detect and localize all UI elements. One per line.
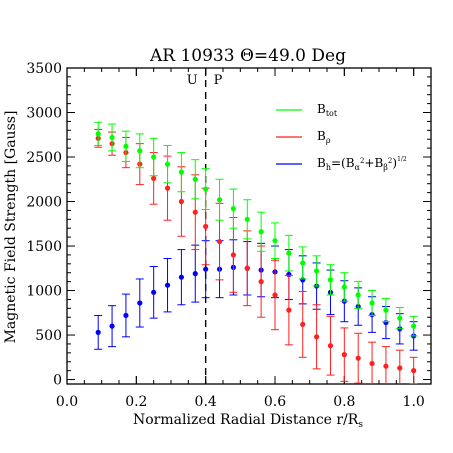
data-point-b-tot xyxy=(286,250,292,256)
x-axis-label-main: Normalized Radial Distance r/R xyxy=(133,412,359,428)
data-point-b-rho xyxy=(383,363,389,369)
data-point-b-tot xyxy=(137,148,143,154)
y-tick-label: 2500 xyxy=(26,150,62,166)
data-point-b-tot xyxy=(355,292,361,298)
data-point-b-h xyxy=(109,323,115,329)
y-axis-label: Magnetic Field Strength [Gauss] xyxy=(3,111,19,344)
data-point-b-tot xyxy=(272,238,278,244)
y-tick-label: 0 xyxy=(53,373,62,389)
legend-bh-close: ) xyxy=(392,156,397,170)
x-tick-label: 0.6 xyxy=(264,394,286,410)
data-point-b-tot xyxy=(230,206,236,212)
data-point-b-rho xyxy=(300,321,306,327)
data-point-b-tot xyxy=(369,300,375,306)
y-tick-label: 2000 xyxy=(26,195,62,211)
data-point-b-rho xyxy=(151,175,157,181)
data-point-b-tot xyxy=(216,197,223,203)
data-point-b-tot xyxy=(397,315,403,321)
legend-bh-label: Bh=(Bα2+Bβ2)1/2 xyxy=(317,156,407,172)
legend-bh-alpha: α xyxy=(355,163,361,172)
data-point-b-rho xyxy=(355,355,361,361)
legend-btot-symbol: B xyxy=(317,102,326,116)
data-point-b-rho xyxy=(192,209,198,215)
data-point-b-rho xyxy=(244,265,250,271)
data-point-b-h xyxy=(151,289,157,295)
data-point-b-rho xyxy=(203,223,209,230)
plot-frame xyxy=(66,67,432,385)
legend-bh-rhs: =(B xyxy=(331,156,355,170)
data-point-b-rho xyxy=(272,292,278,298)
data-point-b-tot xyxy=(383,307,389,313)
legend-bh-beta: β xyxy=(383,163,388,172)
data-point-b-tot xyxy=(411,323,417,329)
data-point-b-rho xyxy=(164,185,171,191)
data-point-b-tot xyxy=(327,277,334,283)
legend-brho-subscript: ρ xyxy=(326,136,331,145)
data-point-b-h xyxy=(123,312,129,319)
data-point-b-tot xyxy=(192,176,198,182)
legend-bh-lhs: B xyxy=(317,156,326,170)
data-points xyxy=(94,121,418,384)
legend-btot-label: Btot xyxy=(317,102,338,118)
data-point-b-h xyxy=(164,282,171,288)
data-point-b-tot xyxy=(258,229,264,235)
y-tick-label: 3500 xyxy=(26,61,62,77)
x-tick-label: 0.2 xyxy=(125,394,147,410)
x-tick-label: 0.8 xyxy=(333,394,355,410)
x-tick-label: 0.0 xyxy=(56,394,78,410)
series-group xyxy=(94,121,418,384)
data-point-b-h xyxy=(203,266,209,272)
x-axis-label-subscript: s xyxy=(358,420,363,430)
data-point-b-rho xyxy=(327,343,334,349)
divider-label-left: U xyxy=(187,73,198,88)
data-point-b-rho xyxy=(258,279,264,285)
data-point-b-tot xyxy=(341,284,347,290)
data-point-b-tot xyxy=(123,143,129,149)
data-point-b-h xyxy=(178,274,184,280)
data-point-b-rho xyxy=(397,365,403,371)
data-point-b-tot xyxy=(244,216,250,222)
data-point-b-tot xyxy=(203,186,209,192)
data-point-b-tot xyxy=(178,169,184,175)
data-point-b-rho xyxy=(411,368,417,374)
data-point-b-rho xyxy=(369,360,375,367)
data-point-b-h xyxy=(192,271,198,277)
data-point-b-rho xyxy=(341,352,347,358)
legend-bh-exponent: 1/2 xyxy=(397,156,407,163)
y-tick-label: 1500 xyxy=(26,239,62,255)
data-point-b-tot xyxy=(164,161,171,167)
legend-bh-plus: +B xyxy=(364,156,383,170)
legend-bh-lhs-subscript: h xyxy=(326,163,331,172)
legend-btot-subscript: tot xyxy=(326,109,338,118)
data-point-b-rho xyxy=(178,198,184,205)
x-tick-label: 1.0 xyxy=(403,394,425,410)
x-tick-label: 0.4 xyxy=(195,394,217,410)
data-point-b-tot xyxy=(151,154,157,160)
data-point-b-tot xyxy=(314,268,320,274)
legend-bh-square-1: 2 xyxy=(360,157,364,165)
data-point-b-rho xyxy=(314,334,320,340)
data-point-b-tot xyxy=(95,131,101,137)
data-point-b-rho xyxy=(286,307,292,313)
data-point-b-rho xyxy=(216,238,223,245)
y-tick-label: 1000 xyxy=(26,284,62,300)
legend-brho-label: Bρ xyxy=(317,129,331,145)
data-point-b-h xyxy=(95,329,101,335)
data-point-b-h xyxy=(137,300,143,306)
legend-brho-symbol: B xyxy=(317,129,326,143)
chart-title: AR 10933 Θ=49.0 Deg xyxy=(149,46,346,66)
legend: Btot Bρ Bh=(Bα2+Bβ2)1/2 xyxy=(276,102,407,172)
legend-bh-square-2: 2 xyxy=(388,157,392,165)
y-tick-label: 500 xyxy=(35,328,62,344)
y-tick-label: 3000 xyxy=(26,106,62,122)
data-point-b-rho xyxy=(230,252,236,258)
data-point-b-tot xyxy=(109,134,115,141)
x-axis-label: Normalized Radial Distance r/Rs xyxy=(133,412,363,430)
divider-label-right: P xyxy=(214,73,223,88)
data-point-b-tot xyxy=(300,260,306,266)
axis-ticks: 0.0 0.2 0.4 0.6 0.8 1.0 0 500 1000 1500 2000 2500 30… xyxy=(26,61,431,410)
